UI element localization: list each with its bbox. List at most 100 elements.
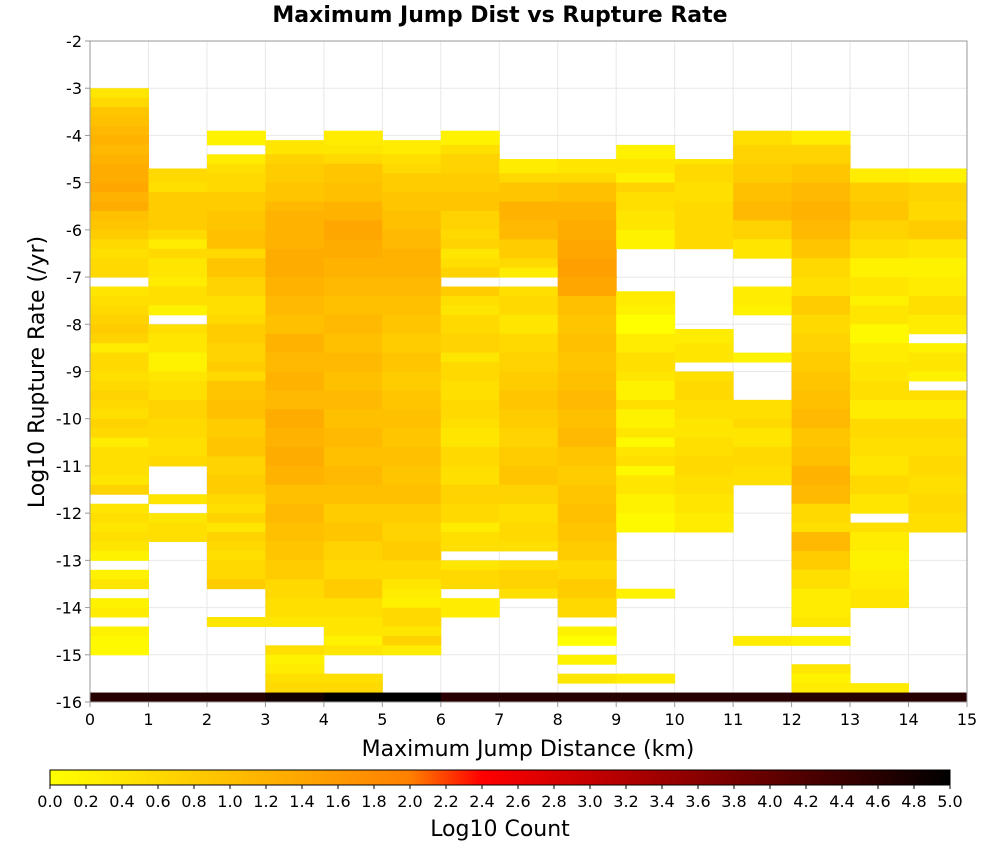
heatmap-cell bbox=[557, 173, 617, 184]
heatmap-cell bbox=[733, 305, 793, 316]
heatmap-cell bbox=[90, 135, 149, 146]
heatmap-cell bbox=[850, 683, 910, 694]
heatmap-cell bbox=[382, 210, 442, 231]
heatmap-cell bbox=[90, 210, 149, 221]
heatmap-cell bbox=[206, 163, 266, 174]
heatmap-cell bbox=[90, 229, 149, 240]
heatmap-cell bbox=[265, 428, 325, 448]
heatmap-cell bbox=[323, 465, 383, 486]
heatmap-cell bbox=[90, 550, 149, 561]
heatmap-cell bbox=[265, 560, 325, 580]
colorbar-tick-label: 0.2 bbox=[73, 792, 98, 811]
colorbar-tick-label: 3.8 bbox=[721, 792, 746, 811]
heatmap-cell bbox=[90, 635, 149, 656]
y-tick-label: -16 bbox=[56, 693, 82, 712]
x-tick-label: 1 bbox=[143, 710, 153, 729]
heatmap-cell bbox=[616, 447, 676, 457]
heatmap-cell bbox=[557, 673, 617, 684]
x-tick-label: 13 bbox=[840, 710, 860, 729]
heatmap-cell bbox=[90, 352, 149, 363]
heatmap-cell bbox=[265, 447, 325, 467]
colorbar-tick-label: 3.2 bbox=[613, 792, 638, 811]
heatmap-cell bbox=[265, 140, 325, 155]
heatmap-cell bbox=[440, 569, 500, 590]
heatmap-cell bbox=[382, 588, 442, 599]
heatmap-cell bbox=[148, 352, 208, 372]
heatmap-cell bbox=[90, 465, 149, 476]
heatmap-cell bbox=[90, 380, 149, 391]
colorbar-tick-label: 3.6 bbox=[685, 792, 710, 811]
heatmap-cell bbox=[323, 163, 383, 184]
heatmap-cell bbox=[850, 380, 910, 401]
heatmap-cell bbox=[382, 522, 442, 542]
heatmap-cell bbox=[206, 324, 266, 344]
heatmap-cell bbox=[557, 560, 617, 580]
heatmap-cell bbox=[499, 173, 559, 184]
heatmap-cell bbox=[616, 352, 676, 372]
heatmap-cell bbox=[499, 201, 559, 221]
heatmap-cell bbox=[616, 333, 676, 354]
heatmap-cell bbox=[90, 192, 149, 203]
heatmap-cell bbox=[616, 692, 676, 703]
heatmap-cell bbox=[90, 267, 149, 278]
heatmap-cell bbox=[616, 437, 676, 448]
heatmap-cell bbox=[148, 182, 208, 193]
heatmap-cell bbox=[90, 371, 149, 382]
heatmap-cell bbox=[616, 144, 676, 160]
heatmap-cell bbox=[499, 258, 559, 269]
heatmap-cell bbox=[265, 683, 325, 694]
heatmap-cell bbox=[850, 258, 910, 278]
colorbar-tick-label: 2.6 bbox=[505, 792, 530, 811]
heatmap-cell bbox=[323, 154, 383, 165]
heatmap-cell bbox=[616, 673, 676, 684]
heatmap-cell bbox=[206, 456, 266, 476]
heatmap-cell bbox=[323, 692, 383, 703]
heatmap-cell bbox=[908, 343, 968, 354]
heatmap-cell bbox=[323, 295, 383, 316]
heatmap-cell bbox=[791, 465, 851, 486]
heatmap-cell bbox=[440, 532, 500, 552]
heatmap-cell bbox=[440, 503, 500, 524]
heatmap-cell bbox=[733, 201, 793, 221]
heatmap-cell bbox=[557, 159, 617, 174]
heatmap-cell bbox=[148, 692, 208, 703]
heatmap-cell bbox=[382, 333, 442, 354]
heatmap-cell bbox=[265, 163, 325, 184]
heatmap-cell bbox=[850, 399, 910, 420]
heatmap-cell bbox=[148, 229, 208, 240]
colorbar-tick-label: 2.8 bbox=[541, 792, 566, 811]
heatmap-cell bbox=[850, 494, 910, 514]
heatmap-cell bbox=[499, 465, 559, 486]
y-tick-label: -11 bbox=[56, 457, 82, 476]
heatmap-cell bbox=[90, 305, 149, 316]
heatmap-cell bbox=[791, 484, 851, 505]
heatmap-cell bbox=[265, 248, 325, 278]
y-tick-label: -6 bbox=[66, 221, 82, 240]
colorbar-tick-label: 1.6 bbox=[325, 792, 350, 811]
heatmap-cell bbox=[499, 239, 559, 259]
heatmap-cell bbox=[499, 390, 559, 410]
heatmap-cell bbox=[148, 437, 208, 457]
colorbar bbox=[49, 769, 951, 786]
y-tick-label: -4 bbox=[66, 126, 82, 145]
heatmap-cell bbox=[90, 484, 149, 495]
heatmap-cell bbox=[440, 560, 500, 571]
heatmap-cell bbox=[674, 456, 734, 476]
heatmap-cell bbox=[674, 380, 734, 401]
heatmap-cell bbox=[206, 362, 266, 372]
heatmap-cell bbox=[148, 371, 208, 382]
heatmap-cell bbox=[265, 503, 325, 524]
heatmap-cell bbox=[850, 343, 910, 363]
heatmap-cell bbox=[206, 154, 266, 165]
heatmap-cell bbox=[265, 522, 325, 542]
heatmap-cell bbox=[557, 635, 617, 646]
heatmap-cell bbox=[733, 144, 793, 165]
heatmap-cell bbox=[382, 390, 442, 410]
heatmap-cell bbox=[908, 239, 968, 259]
heatmap-cell bbox=[90, 144, 149, 155]
heatmap-cell bbox=[791, 201, 851, 221]
heatmap-cell bbox=[908, 314, 968, 335]
heatmap-cell bbox=[323, 447, 383, 467]
heatmap-cell bbox=[557, 220, 617, 240]
heatmap-cell bbox=[616, 210, 676, 231]
